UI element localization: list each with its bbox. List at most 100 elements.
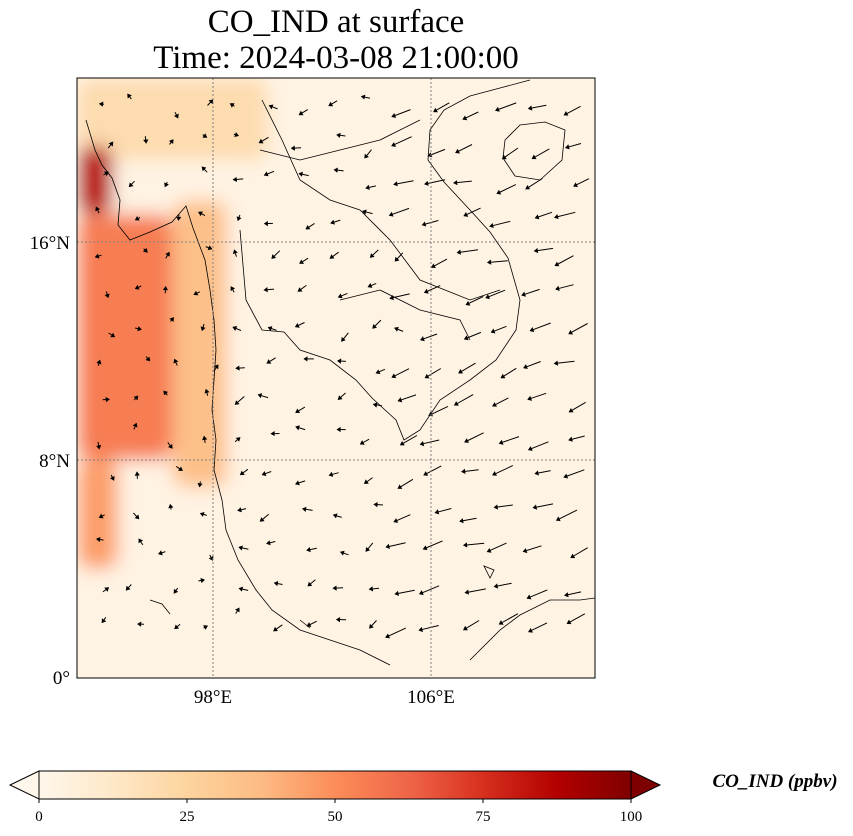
wind-vector [395,589,415,595]
wind-vector-head [393,181,398,187]
wind-vector-head [137,621,142,627]
wind-vector-head [529,327,535,333]
wind-vector-head [232,249,238,255]
wind-vector [489,220,511,227]
wind-vector [420,439,440,445]
wind-vector-head [531,154,537,160]
wind-vector-head [267,326,273,332]
title-line-1: CO_IND at surface [207,4,465,40]
wind-vector-head [423,471,429,476]
wind-vector [386,542,406,548]
wind-vector [554,360,575,364]
coastline-hainan [502,121,566,181]
wind-vector-head [109,475,115,481]
wind-vector-head [201,166,207,172]
wind-vector-head [498,620,504,625]
wind-vector-head [162,285,168,291]
wind-vector-head [167,443,173,449]
wind-vector [423,465,442,476]
wind-vector [568,323,588,335]
wind-vector-head [527,105,533,111]
coastline-islands [149,565,495,629]
wind-vector-head [104,293,110,299]
wind-vector [487,260,508,263]
y-tick-label-8N: 8°N [39,451,70,472]
wind-vector-head [385,633,391,639]
wind-vector-head [258,138,264,144]
wind-vector-head [564,144,570,150]
wind-vector-head [163,390,169,396]
wind-vector-head [169,317,174,322]
wind-vector-head [268,104,274,110]
wind-vector [390,293,410,299]
wind-vector-head [421,221,427,227]
map-frame [76,77,596,679]
wind-vector-head [568,436,573,442]
wind-vector-head [418,626,423,633]
wind-vector-head [328,471,334,477]
wind-vector-head [134,284,140,290]
wind-vector-head [104,171,109,177]
wind-vector-head [236,216,242,222]
colorbar-extend-low [8,770,40,800]
wind-vector-head [336,358,342,364]
wind-vector-head [173,588,179,594]
y-tick-label-16N: 16°N [30,233,71,254]
wind-vector-head [134,471,140,476]
wind-vector-head [486,547,492,553]
wind-vector-head [234,132,239,137]
wind-vector-head [365,547,371,552]
wind-vector-head [232,176,237,183]
wind-vector-head [433,107,438,113]
wind-vector-head [178,466,183,471]
wind-vector-head [213,364,219,370]
wind-vector-head [261,471,267,477]
wind-vector-head [329,254,335,259]
wind-vector-head [198,211,203,217]
y-tick-label-0: 0° [53,668,70,689]
wind-vector-head [263,220,268,227]
wind-vector-head [232,326,238,331]
wind-vector-head [134,215,140,221]
colorbar-tick-label: 75 [476,809,491,825]
wind-vector-head [176,216,182,221]
coastlines [85,79,595,666]
wind-vector-head [257,393,263,399]
wind-vector-head [486,259,492,265]
wind-vector-head [204,388,210,394]
wind-vector [385,627,407,638]
wind-vector-head [95,206,101,212]
wind-vector-head [563,111,569,116]
wind-vector [564,469,585,478]
wind-vector [496,184,517,194]
wind-vector-head [335,617,341,623]
wind-vector [465,588,486,594]
wind-vector-head [299,259,305,264]
wind-vector-head [391,373,397,379]
wind-vector-head [372,402,378,408]
coastline-gulf-thailand [239,79,531,441]
wind-vector-head [496,189,502,195]
wind-vector [533,503,554,509]
wind-vector-head [365,184,370,190]
wind-vector-head [108,141,114,147]
border-lines [259,99,501,341]
wind-vector-head [485,294,491,300]
wind-vector-head [459,518,464,524]
wind-vector-head [434,509,440,515]
wind-vector-head [492,471,497,476]
wind-vector-head [397,397,403,403]
wind-vector-head [339,550,345,556]
wind-vector-head [527,395,532,401]
wind-vector-head [375,369,381,375]
wind-vector-head [422,545,428,551]
wind-vector-head [127,93,132,99]
wind-vector-head [273,581,279,587]
wind-vector-head [456,249,462,255]
coastline-borneo [469,597,595,661]
wind-vector-head [555,516,561,522]
wind-vector-head [332,513,338,519]
wind-vector-head [394,256,400,262]
wind-vector-head [359,440,365,445]
